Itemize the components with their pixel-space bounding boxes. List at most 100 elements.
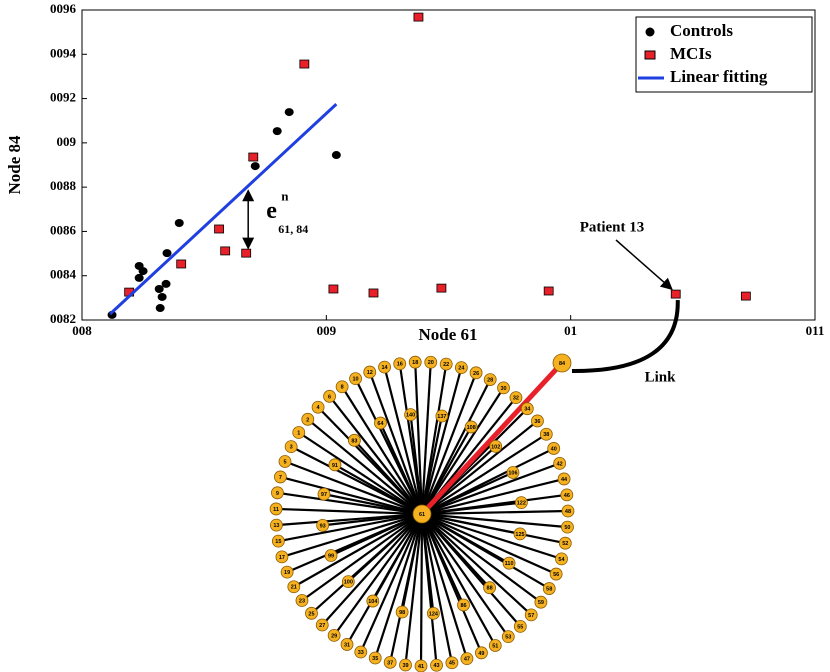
node-label: 26	[473, 371, 479, 377]
edge	[421, 512, 568, 529]
node	[412, 504, 432, 524]
node	[274, 470, 287, 484]
fit-line	[109, 103, 338, 316]
node	[295, 594, 309, 607]
edge	[420, 415, 443, 515]
node-label: 30	[500, 386, 506, 392]
edge	[420, 372, 478, 515]
node-label: 43	[433, 663, 439, 669]
legend-label: Linear fitting	[670, 67, 768, 86]
node-label: 5	[283, 459, 286, 465]
node	[315, 618, 329, 632]
node-label: 3	[290, 445, 293, 451]
node	[327, 628, 341, 642]
node-label: 124	[429, 611, 439, 617]
node	[354, 645, 368, 659]
edge	[420, 362, 432, 515]
node	[489, 439, 503, 453]
node-label: 35	[372, 656, 378, 662]
x-tick-label: 008	[72, 323, 92, 338]
node-label: 33	[358, 650, 364, 656]
mci-point	[176, 259, 187, 269]
edge	[276, 507, 423, 516]
node	[506, 466, 520, 479]
node	[561, 520, 574, 534]
node-label: 57	[528, 613, 534, 619]
node	[520, 402, 534, 416]
node-label: 104	[368, 599, 378, 605]
node-label: 29	[331, 633, 337, 639]
node-label: 59	[538, 600, 544, 606]
node-label: 56	[553, 572, 559, 578]
node-label: 40	[551, 446, 557, 452]
node	[553, 457, 567, 470]
edge	[330, 512, 423, 557]
node-label: 45	[449, 661, 455, 667]
link-label: Link	[645, 369, 677, 385]
node-label: 54	[558, 557, 565, 563]
node	[560, 488, 574, 502]
node	[439, 357, 453, 371]
node	[301, 412, 315, 426]
node-label: 10	[352, 377, 358, 383]
node	[509, 391, 523, 405]
node	[534, 595, 548, 609]
node-label: 83	[351, 438, 357, 444]
node-label: 140	[406, 413, 415, 419]
node	[278, 455, 292, 468]
node-label: 24	[458, 366, 465, 372]
node-label: 55	[517, 624, 523, 630]
network: 20 22242628303234363840424446485052545658…	[269, 300, 680, 672]
node-label: 98	[399, 610, 405, 616]
edge	[421, 462, 561, 516]
node-label: 47	[464, 657, 470, 663]
node	[475, 646, 488, 660]
node	[469, 366, 483, 380]
edge	[421, 513, 491, 589]
y-tick-label: 0092	[50, 90, 76, 105]
node-label: 8	[341, 385, 344, 391]
node-label: 38	[543, 432, 549, 438]
node-label: 16	[397, 362, 403, 368]
node	[335, 380, 349, 394]
node-label: 52	[562, 541, 568, 547]
axes-frame	[81, 9, 816, 321]
control-point	[162, 249, 172, 258]
control-point	[134, 273, 144, 282]
node	[328, 458, 342, 472]
node-label: 84	[559, 361, 566, 367]
y-tick-label: 0082	[50, 311, 76, 326]
edge	[278, 512, 423, 543]
node-label: 97	[321, 492, 327, 498]
edge	[353, 439, 423, 515]
node	[558, 536, 572, 550]
node	[366, 594, 380, 608]
node	[368, 651, 382, 665]
node	[324, 549, 338, 562]
node-label: 41	[418, 664, 424, 670]
node-label: 91	[332, 463, 338, 469]
node	[460, 652, 474, 666]
node-label: 18	[412, 360, 418, 366]
y-tick-label: 0096	[50, 1, 77, 16]
edge	[307, 418, 423, 515]
edge	[401, 513, 424, 613]
edge	[421, 420, 539, 515]
patient-arrow	[615, 239, 673, 291]
mci-point	[740, 291, 751, 301]
node	[488, 639, 502, 652]
x-tick-label: 011	[806, 323, 825, 338]
error-sup: n	[281, 188, 289, 203]
node-label: 110	[505, 561, 514, 567]
node	[454, 361, 468, 375]
node	[457, 598, 470, 612]
node-label: 122	[517, 501, 526, 507]
node	[552, 353, 572, 373]
node-label: 4	[317, 405, 321, 411]
node-label: 15	[275, 539, 281, 545]
mci-point	[248, 152, 259, 162]
node	[404, 408, 418, 422]
mci-point	[543, 286, 554, 296]
node-label: 28	[487, 378, 493, 384]
